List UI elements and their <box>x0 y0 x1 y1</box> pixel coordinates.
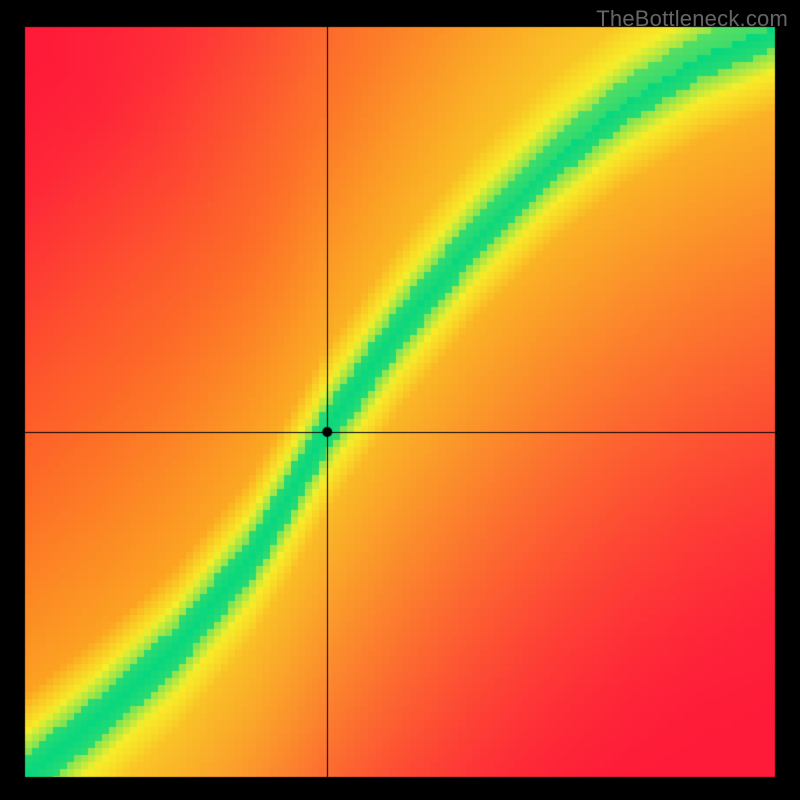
bottleneck-heatmap-canvas <box>0 0 800 800</box>
watermark-text: TheBottleneck.com <box>596 6 788 32</box>
chart-container: TheBottleneck.com <box>0 0 800 800</box>
